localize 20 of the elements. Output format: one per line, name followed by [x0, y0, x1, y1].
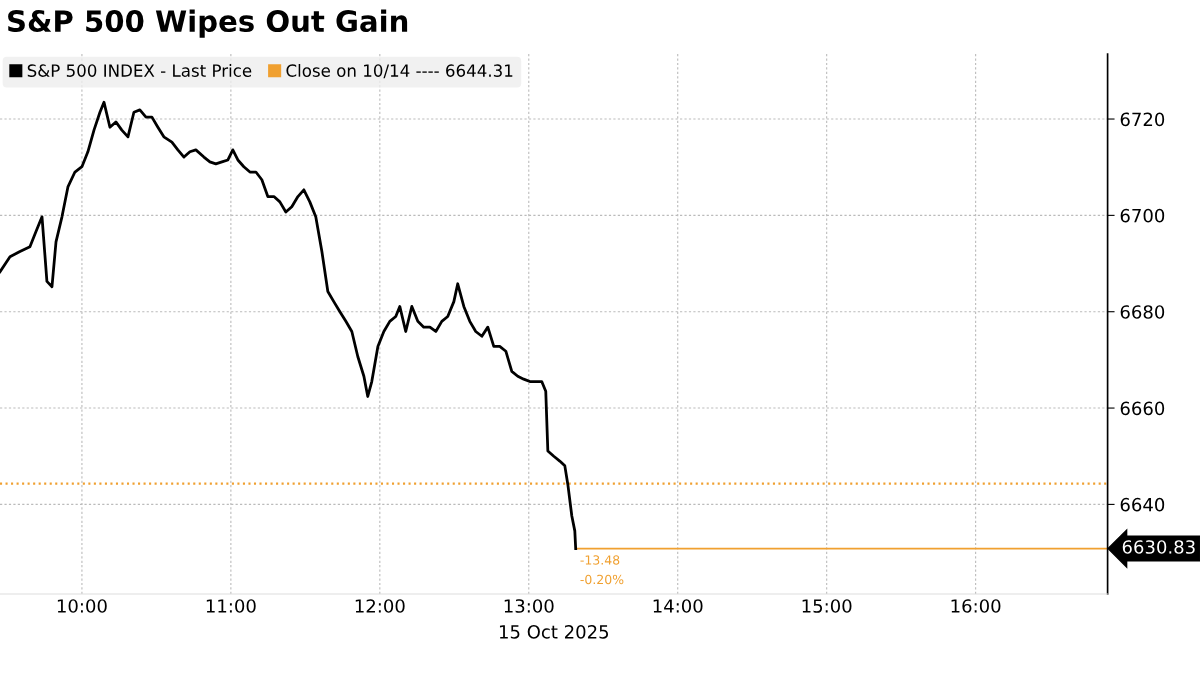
line-series: [0, 100, 578, 550]
y-tick-label: 6660: [1120, 401, 1165, 416]
x-tick-label: 13:00: [504, 599, 554, 613]
x-tick-label: 15:00: [802, 599, 852, 613]
y-tick-label: 6680: [1120, 305, 1165, 319]
annotation: -13.48: [580, 555, 620, 565]
legend-label: Close on 10/14 ---- 6644.31: [286, 64, 513, 79]
chart-title: S&P 500 Wipes Out Gain: [8, 9, 408, 38]
ref-line-label: 6630.83: [1122, 540, 1195, 554]
y-tick-label: 6640: [1120, 497, 1165, 512]
x-tick-label: 11:00: [206, 599, 256, 613]
legend-label: S&P 500 INDEX - Last Price: [27, 64, 252, 77]
x-tick-label: 14:00: [653, 599, 703, 613]
x-tick-label: 12:00: [355, 599, 405, 613]
x-tick-label: 16:00: [951, 599, 1001, 613]
x-tick-label: 10:00: [57, 599, 107, 613]
y-tick-label: 6700: [1120, 208, 1165, 223]
annotation: -0.20%: [580, 574, 624, 585]
y-tick-label: 6720: [1120, 112, 1165, 127]
x-axis-title: 15 Oct 2025: [499, 624, 609, 639]
